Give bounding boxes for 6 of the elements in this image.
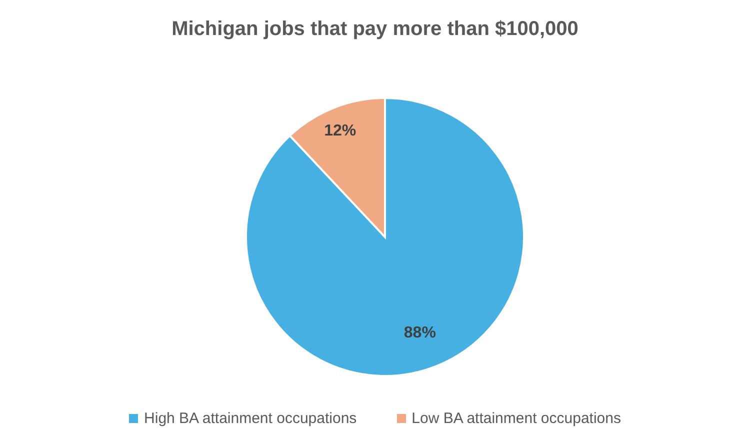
legend-label: Low BA attainment occupations (412, 410, 621, 427)
data-label: 12% (324, 122, 356, 140)
data-label: 88% (404, 324, 436, 342)
pie-slice (245, 97, 525, 377)
chart-title: Michigan jobs that pay more than $100,000 (170, 18, 580, 41)
legend-label: High BA attainment occupations (144, 410, 357, 427)
